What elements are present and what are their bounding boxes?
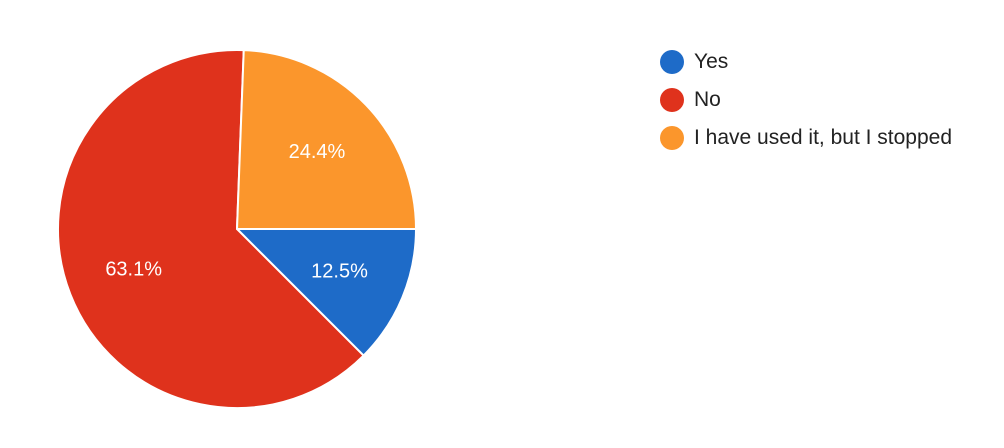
legend: Yes No I have used it, but I stopped: [660, 43, 952, 157]
slice-label-stopped: 24.4%: [289, 141, 346, 163]
legend-swatch-yes: [660, 50, 684, 74]
legend-item-yes[interactable]: Yes: [660, 43, 952, 81]
legend-label-yes: Yes: [694, 50, 729, 73]
legend-label-stopped: I have used it, but I stopped: [694, 126, 953, 149]
legend-label-no: No: [694, 88, 721, 111]
slice-label-no: 63.1%: [105, 259, 162, 281]
legend-item-stopped[interactable]: I have used it, but I stopped: [660, 119, 952, 157]
slice-label-yes: 12.5%: [311, 260, 368, 282]
pie-plot: 12.5% 63.1% 24.4%: [57, 49, 417, 409]
slice-no[interactable]: [57, 49, 365, 409]
legend-item-no[interactable]: No: [660, 81, 952, 119]
legend-swatch-stopped: [660, 126, 684, 150]
slice-yes[interactable]: [236, 228, 417, 357]
slice-stopped[interactable]: [236, 49, 417, 230]
legend-swatch-no: [660, 88, 684, 112]
